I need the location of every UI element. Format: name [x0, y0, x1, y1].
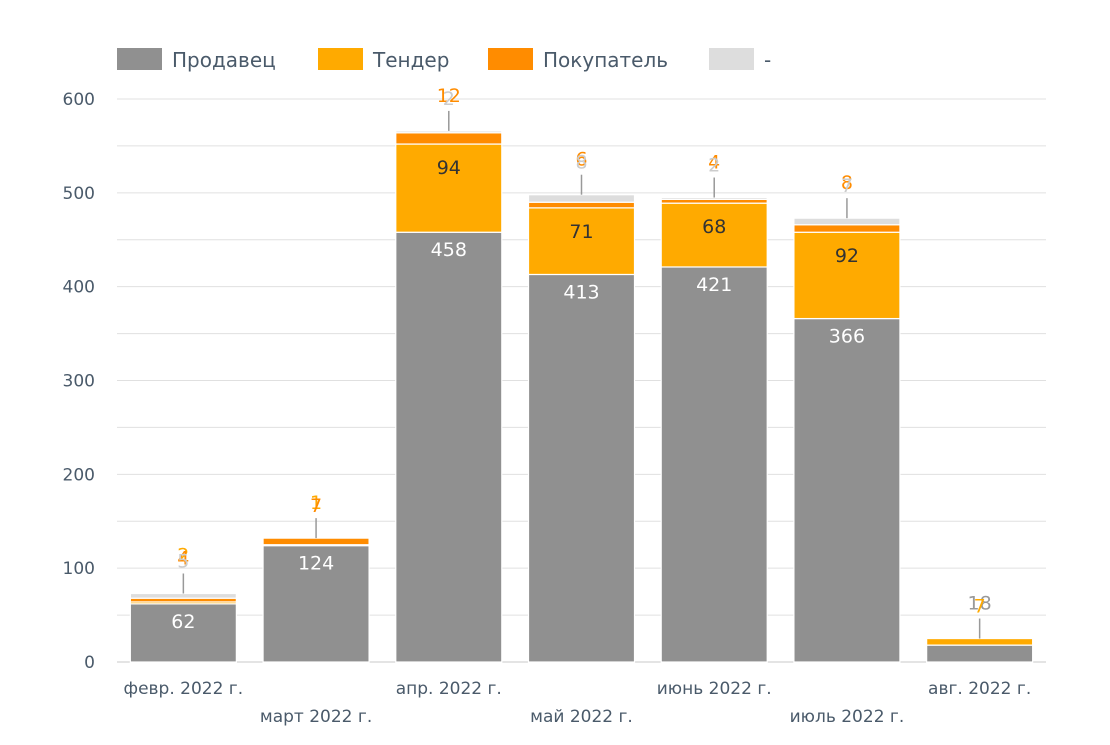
- bar-segment: [129, 592, 237, 599]
- x-tick-label: апр. 2022 г.: [396, 679, 502, 699]
- y-tick-label: 600: [63, 90, 95, 110]
- bar-segment: [660, 202, 768, 268]
- bar-callout-label: 8: [841, 172, 853, 194]
- x-axis: февр. 2022 г. март 2022 г. апр. 2022 г. май…: [124, 679, 1032, 727]
- bar-segment: [660, 266, 768, 663]
- bar-segment: [262, 537, 370, 546]
- bar-callout-label: 1: [310, 492, 322, 514]
- y-tick-label: 200: [63, 465, 95, 485]
- legend-swatch: [488, 48, 533, 70]
- x-tick-label: май 2022 г.: [530, 707, 633, 727]
- bar-segment: [926, 644, 1034, 663]
- y-axis: 0 100 200 300 400 500 600: [63, 90, 95, 673]
- bar-value-label: 366: [829, 326, 865, 348]
- bar-callout-label: 7: [310, 495, 322, 517]
- bar-callout-label: 4: [708, 152, 720, 174]
- bar-callout-label: 7: [974, 596, 986, 618]
- bar-callout-label: 2: [443, 88, 455, 110]
- bar-callout-label: 2: [177, 545, 189, 567]
- bar-segment: [395, 143, 503, 233]
- bar-segment: [395, 231, 503, 663]
- bar-callout-label: 2: [708, 155, 720, 177]
- bar-segment: [793, 317, 901, 663]
- y-tick-label: 500: [63, 184, 95, 204]
- legend-label: Тендер: [372, 48, 449, 72]
- bar-value-label: 71: [569, 221, 593, 243]
- bar-callout-label: 8: [575, 152, 587, 174]
- bar-callout-label: 6: [575, 149, 587, 171]
- legend-swatch: [117, 48, 162, 70]
- bar-value-label: 421: [696, 274, 732, 296]
- x-tick-label: февр. 2022 г.: [124, 679, 244, 699]
- x-tick-label: июль 2022 г.: [790, 707, 905, 727]
- bar-value-label: 68: [702, 216, 726, 238]
- bar-segment: [129, 603, 237, 663]
- bar-callout-label: 12: [437, 85, 461, 107]
- bar-value-label: 413: [563, 281, 599, 303]
- x-tick-label: июнь 2022 г.: [657, 679, 772, 699]
- bar-segment: [660, 196, 768, 201]
- bar-callout-label: 4: [177, 548, 189, 570]
- legend-swatch: [709, 48, 754, 70]
- bar-callout-label: 18: [968, 593, 992, 615]
- bar-callout-label: 7: [841, 175, 853, 197]
- bar-value-label: 62: [171, 611, 195, 633]
- bar-segment: [395, 130, 503, 134]
- legend-label: Покупатель: [543, 48, 668, 72]
- bar-value-label: 124: [298, 553, 334, 575]
- bar-segment: [395, 132, 503, 145]
- bar-value-label: 458: [431, 239, 467, 261]
- bar-segment: [527, 194, 636, 203]
- bar-segment: [926, 637, 1034, 646]
- bar-value-label: 92: [835, 245, 859, 267]
- x-tick-label: авг. 2022 г.: [928, 679, 1031, 699]
- bar-value-label: 94: [437, 157, 461, 179]
- y-tick-label: 300: [63, 372, 95, 392]
- bar-segment: [527, 201, 636, 209]
- y-tick-label: 100: [63, 559, 95, 579]
- y-tick-label: 0: [84, 653, 95, 673]
- legend-swatch: [318, 48, 363, 70]
- bar-segment: [793, 224, 901, 233]
- bar-callout-label: 5: [177, 551, 189, 573]
- bar-segment: [793, 217, 901, 226]
- bar-segment: [527, 207, 636, 276]
- y-tick-label: 400: [63, 278, 95, 298]
- legend: Продавец Тендер Покупатель -: [117, 48, 771, 72]
- bar-segment: [527, 273, 636, 663]
- legend-label: Продавец: [172, 48, 276, 72]
- x-tick-label: март 2022 г.: [260, 707, 372, 727]
- legend-label: -: [764, 48, 771, 72]
